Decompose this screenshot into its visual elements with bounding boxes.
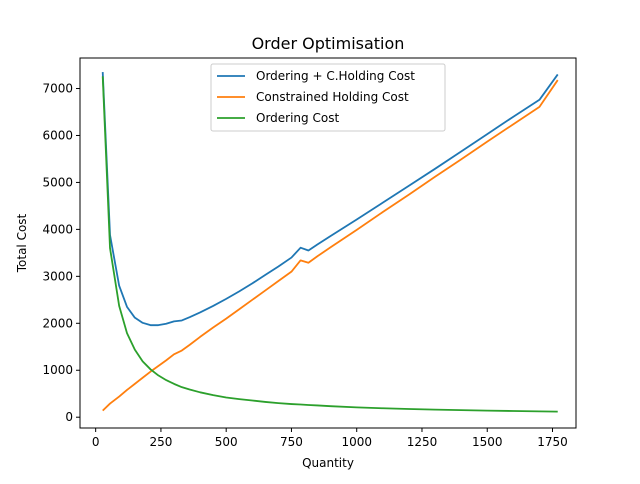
series-line-3	[101, 76, 558, 413]
x-axis-ticks: 0 250 500 750 1000 1250 1500 1750	[92, 428, 568, 449]
y-tick-label: 1000	[42, 363, 73, 377]
series-line-1	[101, 72, 559, 327]
chart-title: Order Optimisation	[252, 34, 405, 53]
y-axis-ticks: 0 1000 2000 3000 4000 5000 6000 7000	[42, 82, 80, 424]
x-tick-label: 1750	[537, 435, 568, 449]
series-line-2	[102, 79, 559, 412]
y-tick-label: 7000	[42, 82, 73, 96]
x-tick-label: 1500	[472, 435, 503, 449]
y-tick-label: 5000	[42, 175, 73, 189]
x-tick-label: 1250	[407, 435, 438, 449]
x-tick-label: 0	[92, 435, 100, 449]
plot-frame	[79, 57, 577, 429]
y-tick-label: 0	[65, 410, 73, 424]
x-tick-label: 500	[215, 435, 238, 449]
legend-box	[210, 63, 446, 132]
x-tick-label: 250	[149, 435, 172, 449]
legend-label-1: Ordering + C.Holding Cost	[256, 69, 415, 83]
y-tick-label: 3000	[42, 269, 73, 283]
y-axis-label: Total Cost	[15, 213, 29, 273]
legend: Ordering + C.Holding Cost Constrained Hol…	[210, 63, 446, 132]
y-tick-label: 6000	[42, 128, 73, 142]
legend-label-3: Ordering Cost	[256, 111, 339, 125]
y-tick-label: 2000	[42, 316, 73, 330]
x-tick-label: 750	[280, 435, 303, 449]
series-layer	[101, 72, 559, 413]
x-axis-label: Quantity	[302, 456, 354, 470]
x-tick-label: 1000	[341, 435, 372, 449]
legend-label-2: Constrained Holding Cost	[256, 90, 409, 104]
y-tick-label: 4000	[42, 222, 73, 236]
